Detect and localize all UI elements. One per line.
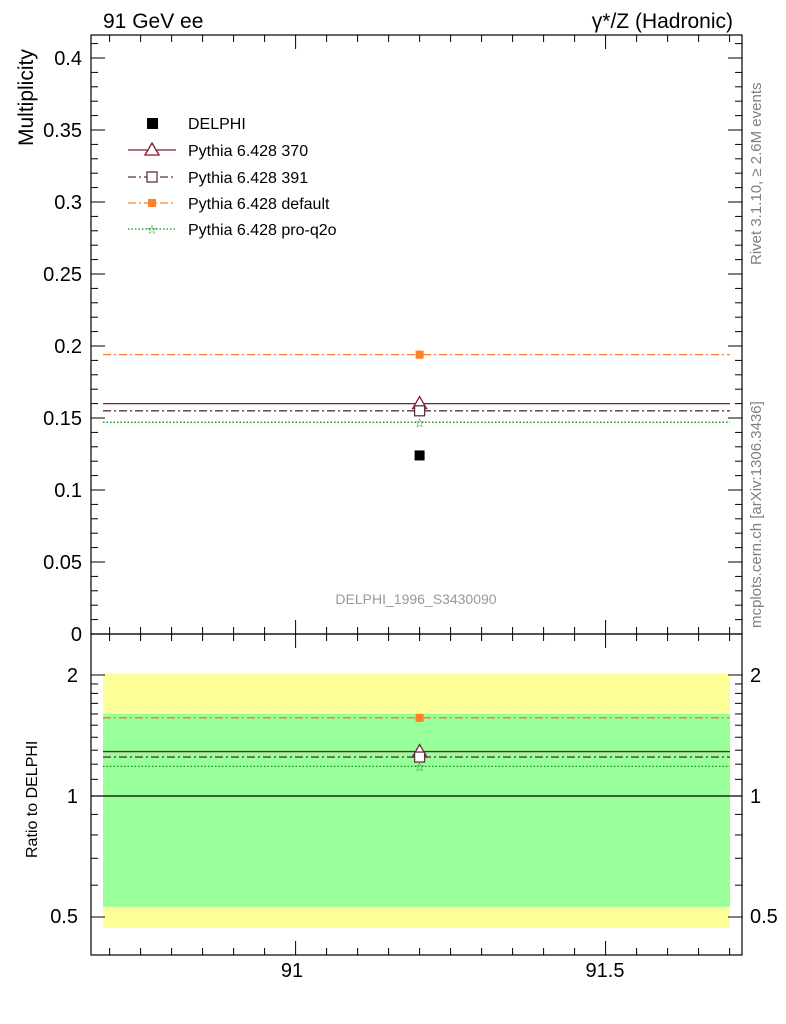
legend-label: Pythia 6.428 default [188, 196, 330, 213]
legend-label: DELPHI [188, 116, 246, 133]
ratio-band-stat+syst [103, 713, 730, 907]
legend-marker-391 [146, 171, 158, 183]
main-series-group: ☆ [103, 350, 730, 461]
ratio-ytick-label-right: 1 [750, 786, 761, 808]
main-ytick-label: 0.1 [54, 480, 82, 502]
main-y-tick-labels: 0 0.05 0.1 0.15 0.2 0.25 0.3 0.35 0.4 [43, 48, 82, 646]
ratio-data-point: ☆ [414, 760, 426, 775]
main-ytick-label: 0.15 [43, 408, 82, 430]
data-point [415, 350, 424, 359]
main-ytick-label: 0.35 [43, 120, 82, 142]
legend-marker-default [148, 199, 156, 207]
main-ytick-label: 0.2 [54, 336, 82, 358]
xtick-label: 91.5 [586, 960, 625, 982]
ratio-axis-ticks [91, 674, 742, 918]
ratio-ytick-label-left: 2 [67, 665, 78, 687]
ratio-ytick-label-right: 2 [750, 665, 761, 687]
legend-label: Pythia 6.428 370 [188, 143, 308, 160]
legend-label: Pythia 6.428 pro-q2o [188, 222, 337, 239]
x-tick-labels: 91 91.5 [281, 960, 625, 982]
legend-label: Pythia 6.428 391 [188, 170, 308, 187]
ratio-series-group: ☆ [103, 713, 730, 775]
ratio-ytick-label-left: 1 [67, 786, 78, 808]
main-ytick-label: 0 [71, 624, 82, 646]
mcplots-source-label: mcplots.cern.ch [arXiv:1306.3436] [748, 401, 765, 628]
legend: DELPHI Pythia 6.428 370 Pythia 6.428 391… [128, 116, 337, 239]
legend-marker-pro-q2o: ☆ [146, 223, 158, 238]
ratio-data-point [415, 713, 424, 722]
main-ytick-label: 0.3 [54, 192, 82, 214]
x-axis-ticks [109, 35, 731, 955]
data-point: ☆ [414, 416, 426, 431]
rivet-version-label: Rivet 3.1.10, ≥ 2.6M events [748, 83, 765, 266]
xtick-label: 91 [281, 960, 303, 982]
ratio-data-point [413, 751, 426, 763]
ratio-panel-frame [90, 633, 743, 956]
main-y-axis-label: Multiplicity [15, 49, 38, 146]
ratio-ytick-label-right: 0.5 [750, 906, 778, 928]
data-point [413, 405, 426, 417]
main-ytick-label: 0.25 [43, 264, 82, 286]
main-ytick-label: 0.4 [54, 48, 82, 70]
legend-marker-370 [143, 141, 161, 156]
plot-title-left: 91 GeV ee [103, 10, 203, 33]
main-ytick-label: 0.05 [43, 552, 82, 574]
ratio-y-axis-label: Ratio to DELPHI [24, 741, 41, 858]
legend-marker-delphi [147, 118, 158, 129]
ratio-y-tick-labels: 0.5 1 2 0.5 1 2 [50, 665, 778, 928]
plot-title-right: γ*/Z (Hadronic) [592, 10, 733, 33]
analysis-id-label: DELPHI_1996_S3430090 [335, 591, 496, 607]
ratio-uncertainty-bands [91, 673, 742, 928]
main-axis-ticks [91, 43, 742, 635]
ratio-ytick-label-left: 0.5 [50, 906, 78, 928]
data-point [414, 450, 425, 461]
